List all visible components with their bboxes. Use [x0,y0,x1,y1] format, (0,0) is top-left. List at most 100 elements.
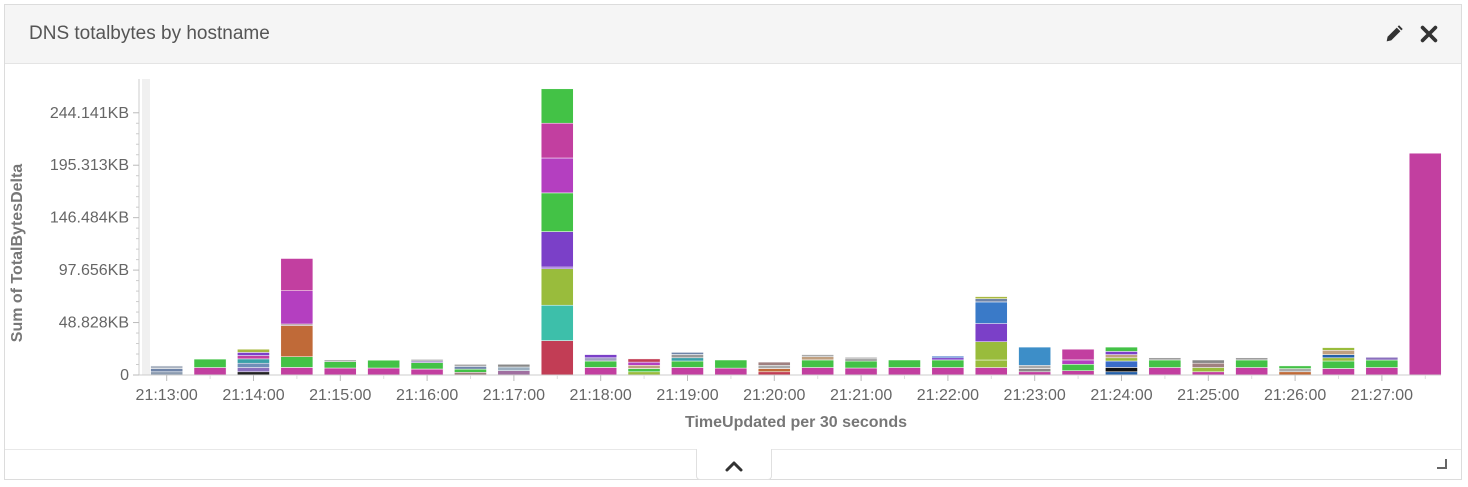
bar-segment[interactable] [150,368,183,373]
bar-segment[interactable] [584,360,617,368]
bar-segment[interactable] [1105,351,1138,355]
bar-segment[interactable] [844,357,878,360]
bar-stack[interactable] [714,359,748,376]
bar-segment[interactable] [1105,367,1138,373]
bar-segment[interactable] [410,362,444,370]
bar-stack[interactable] [844,357,878,376]
bar-stack[interactable] [454,364,487,376]
bar-segment[interactable] [584,357,617,362]
bar-segment[interactable] [367,367,400,376]
bar-segment[interactable] [540,304,574,341]
bar-segment[interactable] [497,364,531,368]
bar-segment[interactable] [193,367,227,376]
bar-segment[interactable] [410,368,444,376]
bar-segment[interactable] [1105,354,1138,359]
bar-stack[interactable] [323,359,357,376]
bar-segment[interactable] [584,354,617,359]
bar-segment[interactable] [714,359,748,369]
bar-segment[interactable] [454,364,487,367]
bar-stack[interactable] [410,359,444,376]
bar-segment[interactable] [1365,367,1399,376]
bar-segment[interactable] [1061,364,1095,371]
bar-segment[interactable] [974,298,1008,303]
bar-segment[interactable] [627,365,661,369]
bar-segment[interactable] [540,231,574,268]
bar-stack[interactable] [1105,346,1138,376]
pencil-icon[interactable] [1383,23,1405,45]
bar-segment[interactable] [1105,357,1138,362]
bar-segment[interactable] [844,367,878,376]
bar-segment[interactable] [323,359,357,362]
bar-segment[interactable] [1322,354,1355,359]
bar-segment[interactable] [410,359,444,362]
bar-segment[interactable] [367,359,400,369]
bar-segment[interactable] [540,88,574,124]
bar-stack[interactable] [801,354,834,376]
bar-segment[interactable] [1191,367,1225,373]
bar-segment[interactable] [193,358,227,368]
bar-segment[interactable] [974,301,1008,324]
bar-segment[interactable] [974,296,1008,299]
bar-segment[interactable] [714,367,748,376]
bar-segment[interactable] [974,341,1008,361]
bar-segment[interactable] [844,358,878,362]
bar-segment[interactable] [1278,368,1312,373]
bar-segment[interactable] [237,352,270,356]
bar-segment[interactable] [757,365,791,369]
bar-stack[interactable] [671,352,704,376]
bar-segment[interactable] [454,368,487,373]
bar-segment[interactable] [584,367,617,376]
bar-segment[interactable] [540,192,574,232]
bar-segment[interactable] [1191,359,1225,364]
bar-segment[interactable] [757,368,791,373]
bar-segment[interactable] [671,352,704,355]
bar-stack[interactable] [888,359,921,376]
bar-segment[interactable] [1191,362,1225,368]
bar-segment[interactable] [280,325,314,357]
bar-segment[interactable] [1322,360,1355,369]
bar-segment[interactable] [540,157,574,194]
bar-segment[interactable] [1322,347,1355,351]
bar-segment[interactable] [497,370,531,376]
bar-segment[interactable] [1105,346,1138,352]
bar-segment[interactable] [497,366,531,371]
bar-segment[interactable] [280,356,314,368]
bar-segment[interactable] [801,356,834,361]
bar-stack[interactable] [931,355,965,376]
bar-segment[interactable] [1148,357,1182,361]
bar-stack[interactable] [150,365,183,376]
bar-stack[interactable] [1365,357,1399,376]
bar-segment[interactable] [1061,348,1095,361]
bar-segment[interactable] [1235,367,1268,376]
bar-segment[interactable] [323,367,357,376]
bar-segment[interactable] [671,367,704,376]
bar-segment[interactable] [1365,357,1399,361]
bar-stack[interactable] [540,88,574,376]
bar-segment[interactable] [1061,359,1095,365]
bar-segment[interactable] [150,365,183,369]
bar-stack[interactable] [974,296,1008,376]
bar-segment[interactable] [1235,357,1268,361]
bar-segment[interactable] [1278,365,1312,369]
bar-segment[interactable] [627,361,661,366]
bar-segment[interactable] [1408,152,1442,376]
bar-segment[interactable] [974,323,1008,342]
bar-segment[interactable] [1018,368,1051,373]
bar-segment[interactable] [1148,359,1182,368]
bar-segment[interactable] [801,354,834,357]
bar-stack[interactable] [280,258,314,376]
bar-segment[interactable] [1322,357,1355,362]
bar-segment[interactable] [1061,370,1095,376]
bar-segment[interactable] [1148,367,1182,376]
bar-segment[interactable] [1322,368,1355,376]
bar-segment[interactable] [1018,346,1051,366]
bar-segment[interactable] [844,360,878,369]
bar-segment[interactable] [931,357,965,361]
bar-segment[interactable] [671,354,704,359]
bar-stack[interactable] [1408,152,1442,376]
bar-segment[interactable] [931,367,965,376]
bar-segment[interactable] [237,367,270,373]
bar-segment[interactable] [757,361,791,366]
bar-stack[interactable] [1322,347,1355,376]
bar-segment[interactable] [801,367,834,376]
